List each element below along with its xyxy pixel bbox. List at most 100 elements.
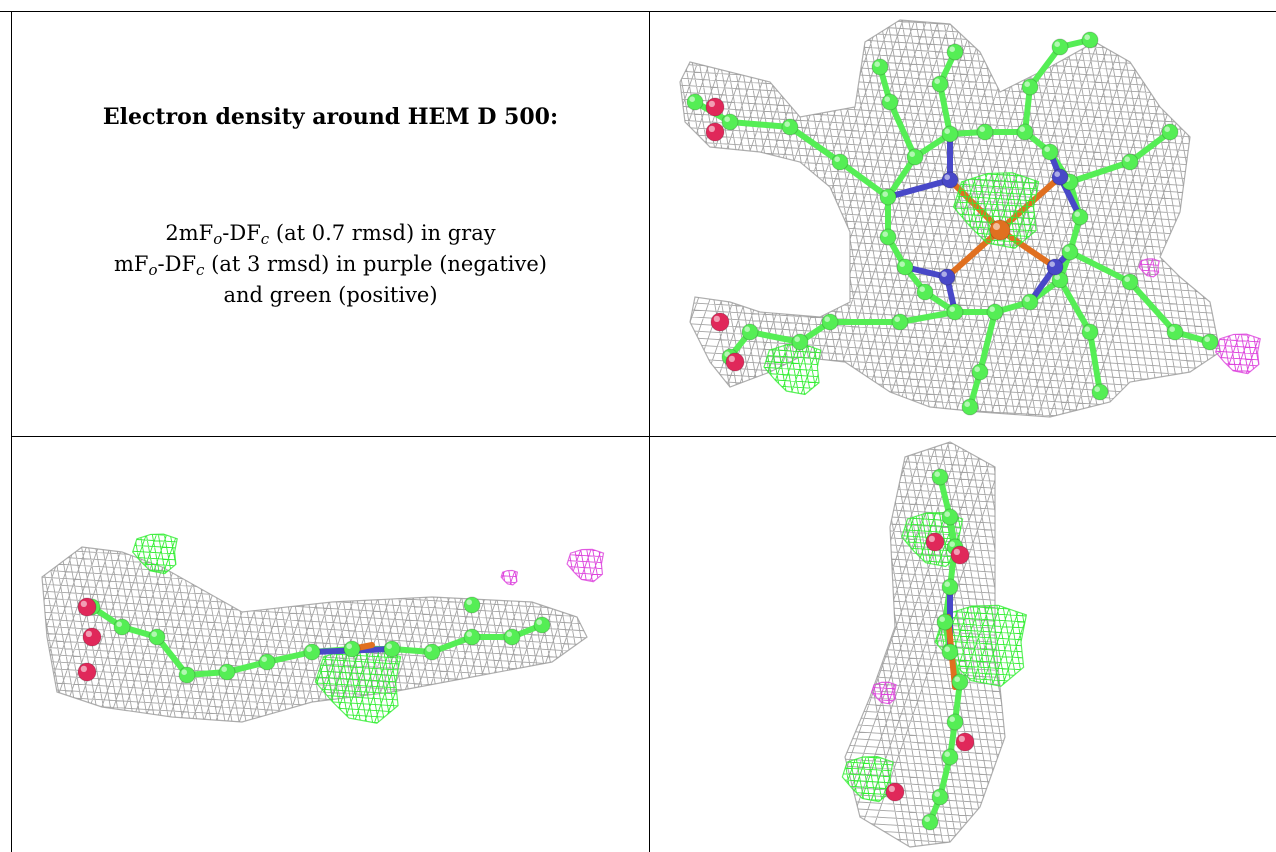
side-chain-bond — [1057, 277, 1093, 335]
carbon-atom-highlight — [116, 621, 122, 627]
carbon-atom — [463, 628, 481, 646]
density-positive-top — [132, 534, 178, 574]
oxygen-atom — [77, 662, 97, 682]
density-negative-small-outline — [500, 569, 519, 586]
density-positive-center — [953, 172, 1039, 249]
carbon-atom — [941, 748, 959, 766]
oxygen-atom — [885, 782, 905, 802]
density-negative-right — [1215, 334, 1261, 374]
n-bond — [885, 177, 953, 200]
carbon-atom — [1051, 38, 1069, 56]
oxygen-atom — [950, 545, 970, 565]
carbon-atom-highlight — [944, 646, 950, 652]
carbon-atom — [986, 303, 1004, 321]
carbon-atom — [791, 333, 809, 351]
heme-face-on-render — [679, 19, 1261, 418]
carbon-atom-highlight — [1124, 276, 1130, 283]
carbon-atom-highlight — [466, 631, 473, 637]
carbon-atom — [879, 228, 897, 246]
density-positive-center-outline — [952, 172, 1040, 249]
density-positive-top-outline — [131, 533, 178, 575]
carbon-atom — [1081, 31, 1099, 49]
carbon-atom — [721, 113, 739, 131]
carbon-atom — [916, 283, 934, 301]
carbon-atom-highlight — [894, 316, 900, 323]
carbon-atom — [178, 666, 196, 684]
figure-title: Electron density around HEM D 500: — [102, 104, 559, 130]
carbon-atom-highlight — [949, 306, 955, 313]
carbon-atom — [831, 153, 849, 171]
carbon-atom — [1121, 273, 1139, 291]
table-divider-vertical — [649, 11, 650, 852]
side-chain-bond — [1087, 329, 1103, 395]
carbon-atom-highlight — [1054, 274, 1060, 281]
carbon-atom-highlight — [181, 669, 187, 675]
oxygen-atom — [705, 97, 725, 117]
oxygen-atom-highlight — [953, 548, 960, 555]
carbon-atom-highlight — [944, 581, 950, 587]
carbon-atom — [931, 75, 949, 93]
table-border-top — [0, 11, 1276, 12]
carbon-atom-highlight — [386, 643, 393, 649]
oxygen-atom-highlight — [80, 665, 87, 672]
carbon-atom — [1061, 243, 1079, 261]
carbon-atom-highlight — [784, 121, 790, 127]
iron-atom-highlight — [993, 223, 1000, 230]
carbon-atom — [343, 640, 361, 658]
carbon-atom-highlight — [1054, 41, 1060, 47]
side-chain-bond — [937, 81, 953, 137]
carbon-atom — [821, 313, 839, 331]
carbon-atom — [218, 663, 236, 681]
heme-edge-on-render — [841, 441, 1028, 848]
oxygen-atom-highlight — [958, 735, 965, 742]
carbon-atom — [503, 628, 521, 646]
carbon-atom-highlight — [944, 511, 950, 517]
oxygen-atom-highlight — [708, 125, 715, 132]
fe-n-bond — [997, 227, 1058, 270]
nitrogen-atom-highlight — [1049, 261, 1055, 267]
carbon-atom — [1081, 323, 1099, 341]
carbon-atom-highlight — [934, 78, 940, 84]
oxygen-atom — [82, 627, 102, 647]
carbon-atom-highlight — [1084, 326, 1090, 333]
carbon-atom-highlight — [949, 716, 955, 722]
carbon-atom — [931, 788, 949, 806]
carbon-atom-highlight — [899, 261, 905, 267]
carbon-atom — [891, 313, 909, 331]
density-negative-top-right — [567, 549, 604, 582]
carbon-atom — [946, 303, 964, 321]
nitrogen-atom — [941, 171, 959, 189]
side-chain-bond — [1027, 44, 1063, 90]
carbon-atom-highlight — [1044, 146, 1050, 152]
carbon-atom-highlight — [689, 96, 695, 102]
carbon-atom — [686, 93, 704, 111]
caption-cell: Electron density around HEM D 500: 2mFo-… — [12, 12, 649, 436]
carbon-atom-highlight — [964, 401, 970, 408]
carbon-atom — [976, 123, 994, 141]
carbon-atom — [1016, 123, 1034, 141]
side-chain-bond — [837, 159, 891, 200]
carbon-atom-highlight — [1124, 156, 1130, 162]
carbon-atom — [971, 363, 989, 381]
carbon-atom-highlight — [882, 231, 888, 237]
carbon-atom — [946, 713, 964, 731]
nitrogen-atom — [938, 268, 956, 286]
side-chain-bond — [897, 309, 958, 325]
carbon-atom — [533, 616, 551, 634]
heme-face-on-view — [650, 12, 1276, 436]
heme-side-on-render — [41, 533, 605, 724]
side-chain-bond — [747, 329, 803, 345]
carbon-atom-highlight — [1094, 386, 1100, 393]
carbon-atom — [1121, 153, 1139, 171]
ring-bond — [885, 154, 918, 200]
oxygen-atom-highlight — [928, 535, 935, 542]
side-chain-bond — [887, 99, 918, 160]
carbon-atom — [113, 618, 131, 636]
oxygen-atom — [705, 122, 725, 142]
carbon-atom — [148, 628, 166, 646]
carbon-atom-highlight — [466, 599, 473, 605]
carbon-atom-highlight — [724, 351, 730, 358]
oxygen-atom-highlight — [713, 315, 720, 322]
carbon-atom — [941, 125, 959, 143]
carbon-atom-highlight — [874, 61, 880, 67]
